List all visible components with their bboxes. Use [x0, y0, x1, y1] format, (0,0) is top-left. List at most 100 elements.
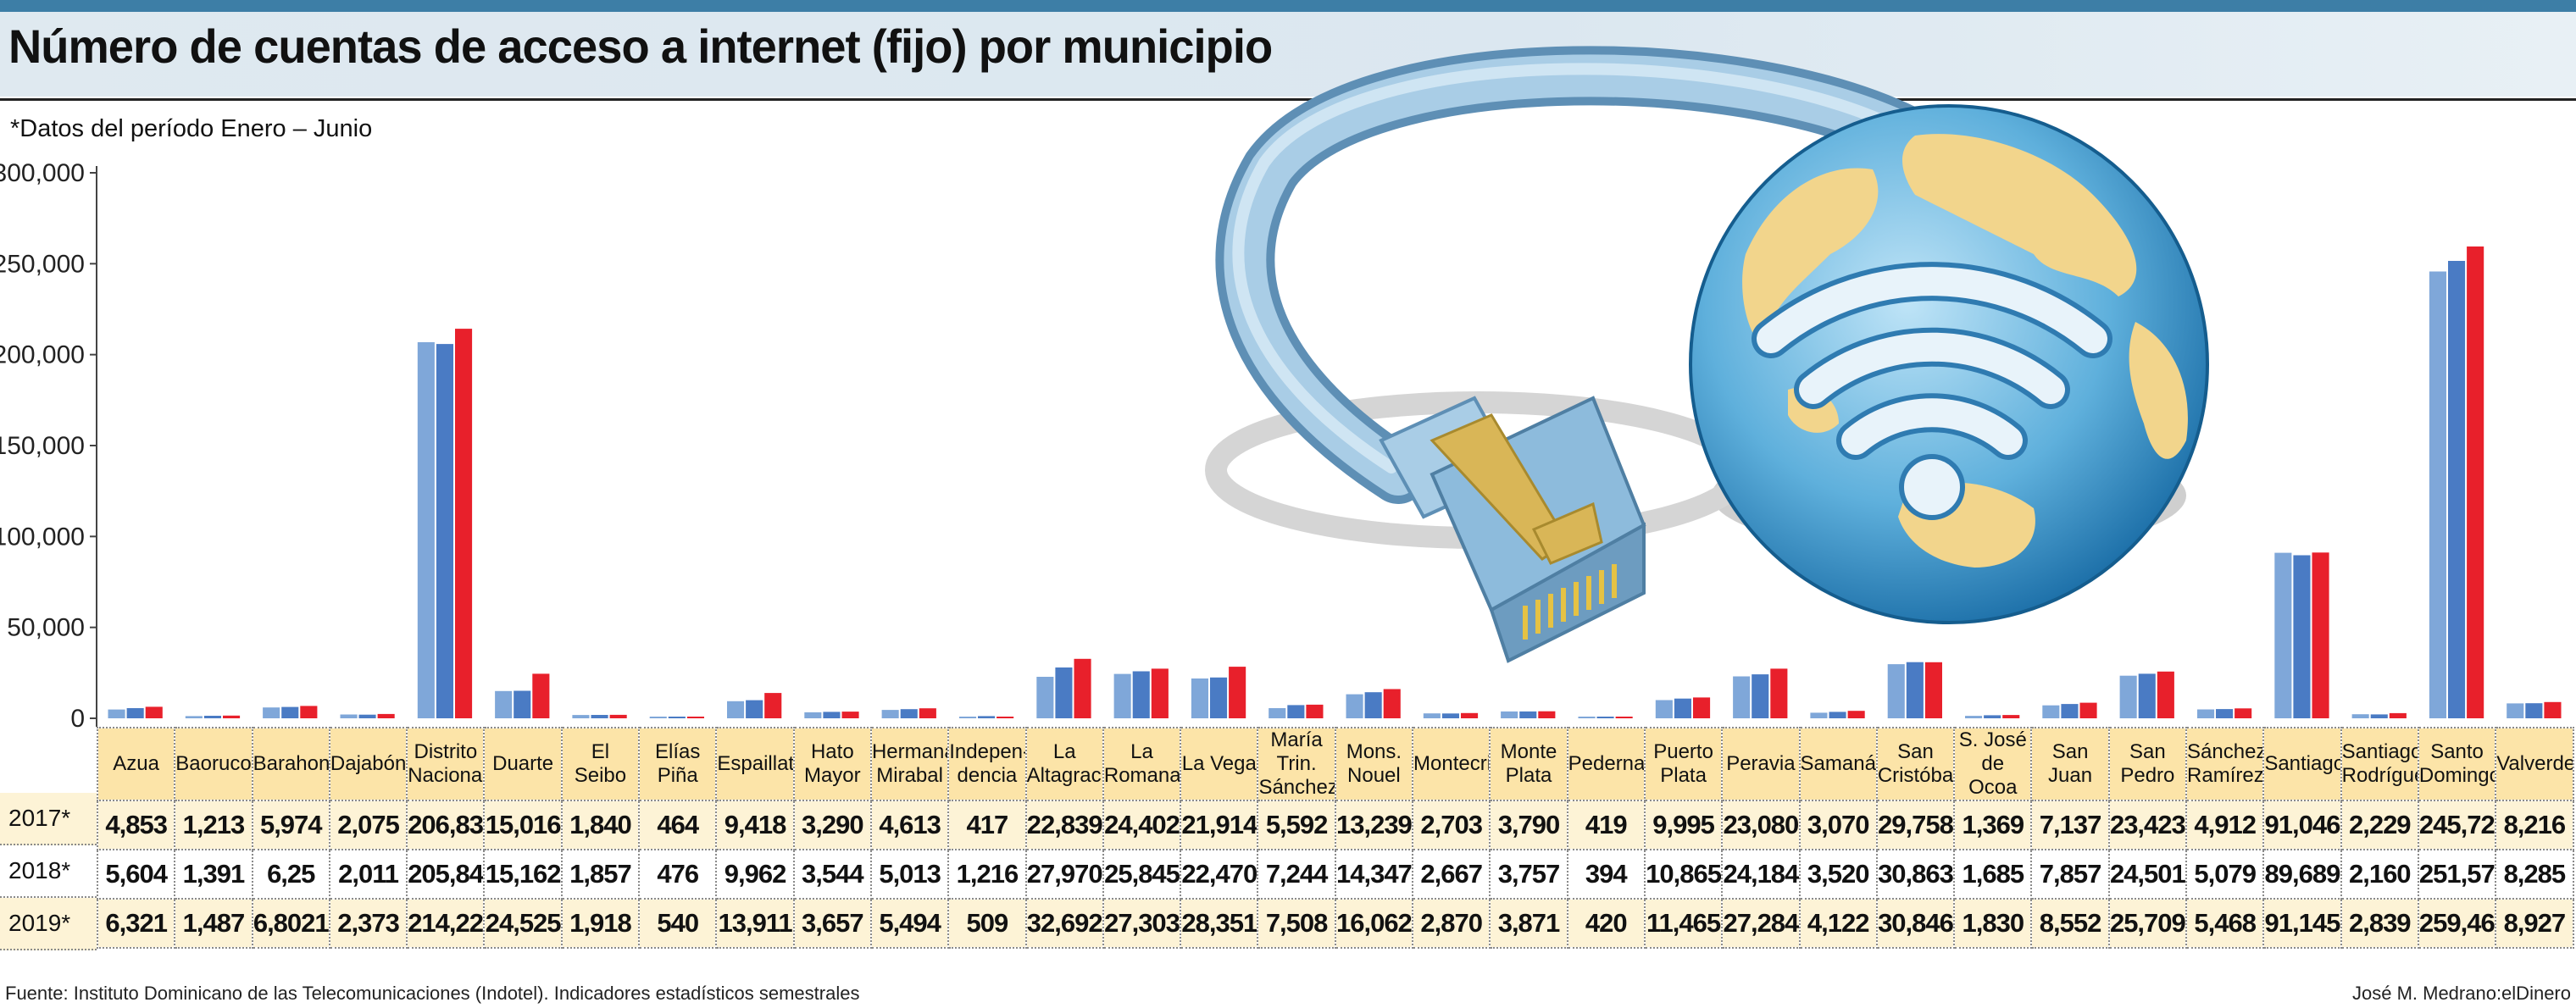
y-tick-label: 50,000 — [7, 614, 85, 642]
bar-2019-2 — [300, 706, 318, 718]
title-divider — [0, 98, 2576, 101]
bar-2018-28 — [2293, 555, 2311, 718]
bar-2018-22 — [1829, 712, 1846, 718]
bar-2018-2 — [281, 706, 299, 718]
value-cell: 214,225 — [406, 898, 486, 949]
value-cell: 1,216 — [947, 849, 1027, 900]
bar-2019-28 — [2312, 552, 2329, 718]
table-header-row: AzuaBaorucoBarahonaDajabónDistrito Nacio… — [96, 727, 2574, 801]
value-cell: 15,016 — [483, 800, 563, 850]
value-cell: 417 — [947, 800, 1027, 850]
bar-2017-7 — [649, 717, 667, 718]
value-cell: 6,321 — [96, 898, 176, 949]
value-cell: 2,839 — [2340, 898, 2419, 949]
bar-2018-20 — [1674, 698, 1691, 718]
y-tick-label: 150,000 — [0, 432, 85, 460]
category-label: El Seibo — [560, 727, 641, 801]
value-cell: 464 — [638, 800, 718, 850]
bar-2017-30 — [2429, 271, 2446, 718]
bar-2017-26 — [2119, 675, 2137, 718]
category-label: Monte Plata — [1489, 727, 1568, 801]
value-cell: 2,667 — [1412, 849, 1491, 900]
bar-2017-23 — [1887, 664, 1905, 718]
y-axis: 0 50,000 100,000 150,000 200,000 250,000 300,0… — [0, 159, 97, 728]
bar-2018-25 — [2061, 704, 2079, 718]
value-cell: 10,865 — [1643, 849, 1724, 900]
value-cell: 27,970 — [1024, 849, 1104, 900]
value-cell: 1,391 — [174, 849, 253, 900]
value-cell: 23,423 — [2107, 800, 2188, 850]
bar-2017-10 — [881, 710, 899, 718]
bar-2019-20 — [1693, 697, 1711, 718]
bar-2018-5 — [514, 690, 531, 718]
category-label: Santo Domingo — [2417, 727, 2497, 801]
value-cell: 1,487 — [174, 898, 253, 949]
value-cell: 24,402 — [1102, 800, 1182, 850]
bar-2017-19 — [1578, 717, 1596, 718]
bar-2018-6 — [591, 715, 608, 718]
bar-2017-21 — [1733, 676, 1751, 718]
bar-2017-29 — [2351, 714, 2369, 718]
value-cell: 1,857 — [560, 849, 641, 900]
bar-2018-21 — [1752, 674, 1769, 718]
bar-2017-0 — [108, 709, 125, 718]
bar-2019-22 — [1847, 711, 1865, 718]
bar-2018-12 — [1055, 667, 1073, 718]
bar-2019-23 — [1924, 662, 1942, 718]
bar-2017-5 — [495, 690, 513, 718]
bar-2019-7 — [686, 717, 704, 718]
value-cell: 6,25 — [251, 849, 330, 900]
bar-2018-15 — [1287, 705, 1305, 718]
year-label-column: 2017* 2018* 2019* — [0, 793, 97, 950]
bar-2018-30 — [2448, 261, 2466, 718]
value-cell: 251,570 — [2417, 849, 2497, 900]
bar-2017-8 — [727, 701, 745, 718]
bar-2019-29 — [2389, 712, 2407, 718]
y-tick-label: 300,000 — [0, 159, 85, 187]
category-label: Montecristi — [1412, 727, 1491, 801]
value-cell: 23,080 — [1721, 800, 1801, 850]
bar-chart: 0 50,000 100,000 150,000 200,000 250,000 300,0… — [0, 46, 2562, 728]
bar-2019-10 — [919, 708, 936, 718]
bar-2019-18 — [1538, 711, 1556, 718]
bar-2018-24 — [1984, 715, 2001, 718]
value-cell: 205,846 — [406, 849, 486, 900]
value-cell: 4,853 — [96, 800, 176, 850]
bar-2018-29 — [2370, 714, 2388, 718]
bar-2019-13 — [1151, 668, 1169, 718]
bar-2019-30 — [2467, 246, 2484, 718]
category-label: La Romana — [1102, 727, 1182, 801]
bar-2019-6 — [609, 714, 627, 718]
value-cell: 509 — [947, 898, 1027, 949]
value-cell: 3,290 — [792, 800, 872, 850]
value-cell: 1,685 — [1953, 849, 2033, 900]
category-label: Samaná — [1798, 727, 1878, 801]
bar-2017-17 — [1423, 713, 1441, 718]
category-label: Valverde — [2495, 727, 2574, 801]
bar-2018-13 — [1132, 671, 1150, 718]
bar-2019-3 — [377, 713, 395, 718]
bar-2018-4 — [436, 344, 453, 718]
bar-2017-15 — [1269, 708, 1286, 718]
bar-2019-31 — [2544, 701, 2562, 718]
bar-2018-7 — [668, 717, 686, 718]
value-cell: 5,494 — [869, 898, 950, 949]
value-cell: 206,830 — [406, 800, 486, 850]
value-cell: 5,079 — [2185, 849, 2265, 900]
value-cell: 15,162 — [483, 849, 563, 900]
chart-title: Número de cuentas de acceso a internet (… — [8, 19, 1273, 73]
category-label: Azua — [96, 727, 176, 801]
value-cell: 3,790 — [1489, 800, 1568, 850]
bar-2018-1 — [203, 716, 221, 718]
bar-2017-25 — [2042, 705, 2060, 718]
data-table: AzuaBaorucoBarahonaDajabónDistrito Nacio… — [96, 727, 2574, 949]
value-cell: 91,046 — [2262, 800, 2342, 850]
value-cell: 29,758 — [1875, 800, 1956, 850]
table-row-2019: 6,3211,4876,80212,373214,22524,5251,9185… — [96, 898, 2574, 949]
value-cell: 2,870 — [1412, 898, 1491, 949]
value-cell: 25,845 — [1102, 849, 1182, 900]
bar-2019-17 — [1461, 712, 1479, 718]
bar-2019-15 — [1306, 704, 1324, 718]
bar-2019-9 — [841, 712, 859, 718]
value-cell: 8,285 — [2495, 849, 2574, 900]
